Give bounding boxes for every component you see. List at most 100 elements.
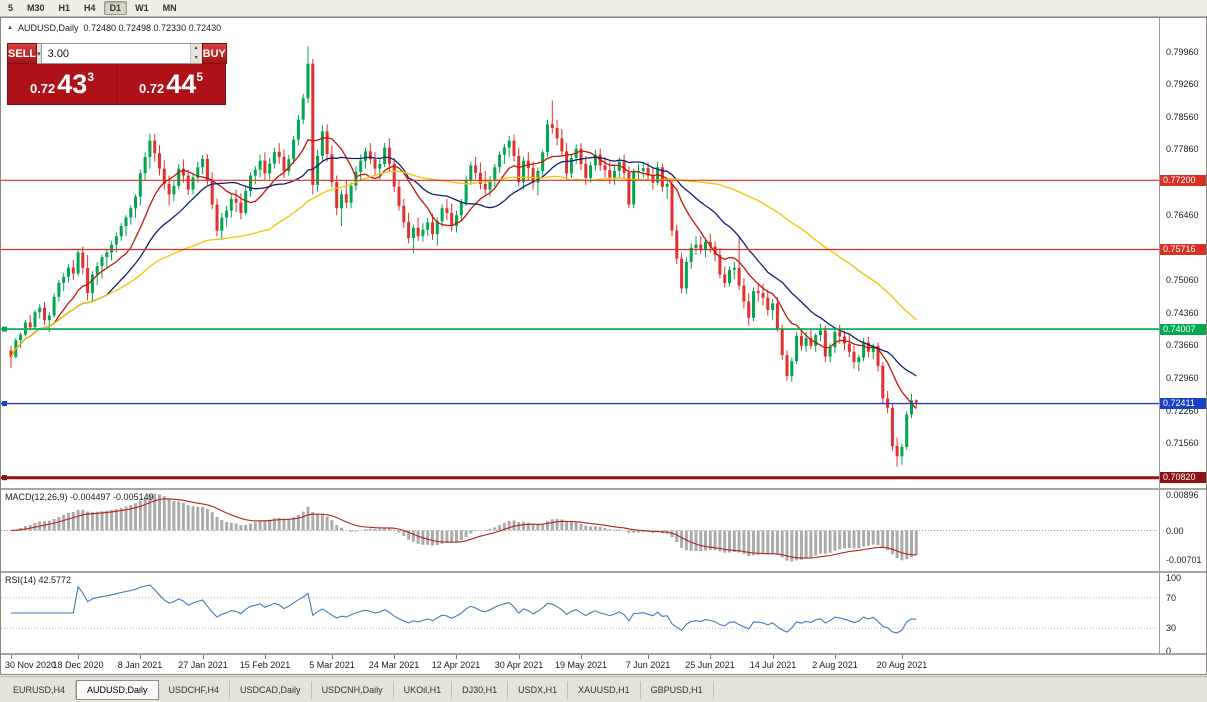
- chart-tab-USDCAD-Daily[interactable]: USDCAD,Daily: [230, 680, 312, 699]
- chart-symbol-label: AUDUSD,Daily: [17, 23, 79, 33]
- volume-field: ▴ ▾: [41, 43, 202, 64]
- date-axis-label: 19 May 2021: [554, 660, 608, 670]
- date-tick: [773, 655, 774, 659]
- chart-shift-marker-icon: ▲: [7, 25, 13, 31]
- price-axis[interactable]: 0.79960 0.79260 0.78560 0.77860 0.76460 0.750…: [1159, 18, 1206, 488]
- price-axis-label: 0.72960: [1166, 373, 1199, 383]
- ma-line-21: [10, 156, 917, 377]
- macd-label: MACD(12,26,9) -0.004497 -0.005149: [5, 492, 154, 502]
- ask-price-button[interactable]: 0.72 44 5: [117, 64, 225, 104]
- date-axis-label: 15 Feb 2021: [239, 660, 291, 670]
- date-tick: [203, 655, 204, 659]
- timeframe-toolbar: 5 M30 H1 H4 D1 W1 MN: [0, 0, 1207, 17]
- date-tick: [140, 655, 141, 659]
- chart-tab-USDX-H1[interactable]: USDX,H1: [508, 680, 569, 699]
- buy-button[interactable]: BUY: [201, 43, 227, 64]
- chart-title: ▲ AUDUSD,Daily 0.72480 0.72498 0.72330 0…: [7, 23, 221, 33]
- date-axis-label: 30 Nov 2020: [5, 660, 57, 670]
- price-tag-0.74007: 0.74007: [1160, 324, 1206, 335]
- date-axis-label: 5 Mar 2021: [309, 660, 355, 670]
- candles: [9, 46, 918, 467]
- main-chart-pane[interactable]: ▲ AUDUSD,Daily 0.72480 0.72498 0.72330 0…: [1, 18, 1206, 488]
- price-tag-0.75716: 0.75716: [1160, 244, 1206, 255]
- chart-tab-DJ30-H1[interactable]: DJ30,H1: [452, 680, 509, 699]
- date-tick: [710, 655, 711, 659]
- date-tick: [11, 655, 12, 659]
- bid-price-pipette: 3: [87, 70, 95, 84]
- timeframe-button-H4[interactable]: H4: [84, 3, 96, 13]
- macd-axis-label: 0.00896: [1166, 490, 1199, 500]
- timeframe-button-D1[interactable]: D1: [103, 1, 128, 15]
- rsi-chart: [1, 584, 1159, 634]
- date-tick: [78, 655, 79, 659]
- timeframe-button-W1[interactable]: W1: [135, 3, 149, 13]
- macd-histogram: [14, 493, 918, 562]
- volume-decrease-button[interactable]: ▾: [190, 53, 202, 63]
- volume-dropdown-button[interactable]: ▾: [37, 43, 42, 64]
- sell-button[interactable]: SELL: [7, 43, 38, 64]
- price-axis-label: 0.76460: [1166, 210, 1199, 220]
- chart-ohlc-values: 0.72480 0.72498 0.72330 0.72430: [83, 23, 222, 33]
- date-axis-label: 8 Jan 2021: [117, 660, 163, 670]
- chart-tab-UKOil-H1[interactable]: UKOil,H1: [394, 680, 453, 699]
- candlestick-chart[interactable]: [1, 18, 1159, 488]
- date-axis-label: 12 Apr 2021: [431, 660, 481, 670]
- date-axis-label: 14 Jul 2021: [749, 660, 797, 670]
- date-axis-label: 2 Aug 2021: [812, 660, 858, 670]
- price-tag-0.70820: 0.70820: [1160, 472, 1206, 483]
- price-axis-label: 0.71560: [1166, 438, 1199, 448]
- volume-input[interactable]: [41, 44, 190, 63]
- pane-splitter[interactable]: [1, 571, 1206, 573]
- price-axis-label: 0.79960: [1166, 47, 1199, 57]
- rsi-line: [11, 584, 917, 634]
- rsi-label: RSI(14) 42.5772: [5, 575, 72, 585]
- timeframe-button-H1[interactable]: H1: [58, 3, 71, 13]
- timeframe-button-M30[interactable]: M30: [27, 3, 45, 13]
- pane-splitter[interactable]: [1, 488, 1206, 490]
- price-axis-label: 0.78560: [1166, 112, 1199, 122]
- chart-tab-XAUUSD-H1[interactable]: XAUUSD,H1: [568, 680, 641, 699]
- bid-price-button[interactable]: 0.72 43 3: [8, 64, 117, 104]
- chart-window: ▲ AUDUSD,Daily 0.72480 0.72498 0.72330 0…: [0, 17, 1207, 675]
- chevron-down-icon: ▾: [37, 50, 41, 58]
- timeframe-button-5[interactable]: 5: [8, 3, 14, 13]
- ask-price-pipette: 5: [196, 70, 204, 84]
- chart-tabs-bar: EURUSD,H4 AUDUSD,Daily USDCHF,H4 USDCAD,Dai…: [0, 676, 1207, 702]
- pane-splitter[interactable]: [1, 653, 1206, 655]
- date-tick: [332, 655, 333, 659]
- price-tag-0.72411: 0.72411: [1160, 398, 1206, 409]
- price-axis-label: 0.73660: [1166, 340, 1199, 350]
- macd-signal-line: [10, 498, 917, 559]
- line-handle[interactable]: [2, 326, 7, 332]
- rsi-axis-label: 0: [1166, 646, 1172, 656]
- date-axis-label: 30 Apr 2021: [494, 660, 544, 670]
- line-handle[interactable]: [2, 401, 7, 407]
- date-axis[interactable]: 30 Nov 2020 18 Dec 2020 8 Jan 2021 27 Jan 2…: [1, 655, 1206, 674]
- chart-tab-AUDUSD-Daily[interactable]: AUDUSD,Daily: [76, 679, 159, 700]
- price-axis-label: 0.77860: [1166, 144, 1199, 154]
- date-tick: [265, 655, 266, 659]
- price-axis-label: 0.74360: [1166, 308, 1199, 318]
- volume-increase-button[interactable]: ▴: [190, 44, 202, 54]
- date-axis-label: 18 Dec 2020: [52, 660, 104, 670]
- timeframe-button-MN[interactable]: MN: [162, 3, 177, 13]
- date-tick: [519, 655, 520, 659]
- chart-tab-EURUSD-H4[interactable]: EURUSD,H4: [3, 680, 77, 699]
- line-handle[interactable]: [2, 475, 7, 481]
- ask-price-prefix: 0.72: [138, 80, 165, 96]
- bid-price-prefix: 0.72: [29, 80, 56, 96]
- ma-line-10: [10, 137, 917, 409]
- date-axis-label: 20 Aug 2021: [876, 660, 928, 670]
- date-tick: [581, 655, 582, 659]
- rsi-pane[interactable]: RSI(14) 42.5772 100 70 30 0: [1, 573, 1206, 656]
- rsi-axis: 100 70 30 0: [1159, 573, 1206, 656]
- price-axis-label: 0.72260: [1166, 406, 1199, 416]
- chart-tab-USDCHF-H4[interactable]: USDCHF,H4: [159, 680, 231, 699]
- chart-tab-USDCNH-Daily[interactable]: USDCNH,Daily: [312, 680, 394, 699]
- macd-pane[interactable]: MACD(12,26,9) -0.004497 -0.005149 0.0089…: [1, 490, 1206, 571]
- macd-axis-label: 0.00: [1166, 526, 1184, 536]
- date-axis-label: 24 Mar 2021: [368, 660, 420, 670]
- ask-price-big: 44: [166, 68, 197, 99]
- chart-tab-GBPUSD-H1[interactable]: GBPUSD,H1: [641, 680, 714, 699]
